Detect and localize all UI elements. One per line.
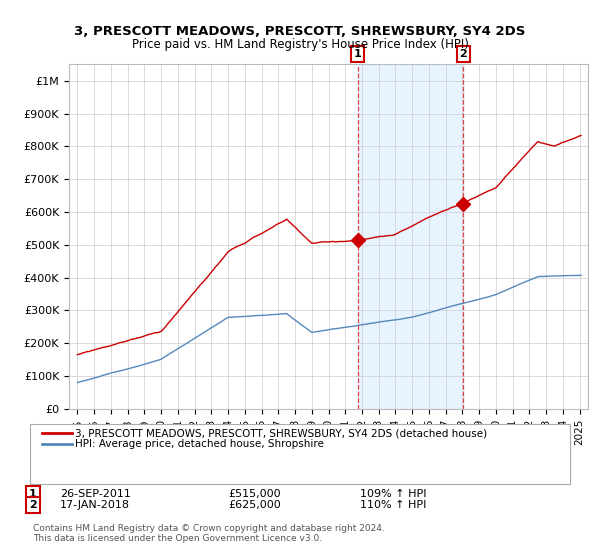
Text: £515,000: £515,000 xyxy=(228,489,281,499)
Text: 2: 2 xyxy=(29,500,37,510)
Text: Price paid vs. HM Land Registry's House Price Index (HPI): Price paid vs. HM Land Registry's House … xyxy=(131,38,469,50)
Text: Contains HM Land Registry data © Crown copyright and database right 2024.
This d: Contains HM Land Registry data © Crown c… xyxy=(33,524,385,543)
Text: 2: 2 xyxy=(460,49,467,59)
Text: 3, PRESCOTT MEADOWS, PRESCOTT, SHREWSBURY, SY4 2DS: 3, PRESCOTT MEADOWS, PRESCOTT, SHREWSBUR… xyxy=(74,25,526,38)
Text: 17-JAN-2018: 17-JAN-2018 xyxy=(60,500,130,510)
Bar xyxy=(358,64,463,409)
Text: 1: 1 xyxy=(354,49,362,59)
Text: 109% ↑ HPI: 109% ↑ HPI xyxy=(360,489,427,499)
Text: 3, PRESCOTT MEADOWS, PRESCOTT, SHREWSBURY, SY4 2DS (detached house): 3, PRESCOTT MEADOWS, PRESCOTT, SHREWSBUR… xyxy=(75,428,487,438)
Text: 1: 1 xyxy=(29,489,37,499)
Text: 110% ↑ HPI: 110% ↑ HPI xyxy=(360,500,427,510)
Text: 26-SEP-2011: 26-SEP-2011 xyxy=(60,489,131,499)
Text: HPI: Average price, detached house, Shropshire: HPI: Average price, detached house, Shro… xyxy=(75,439,324,449)
Text: £625,000: £625,000 xyxy=(228,500,281,510)
